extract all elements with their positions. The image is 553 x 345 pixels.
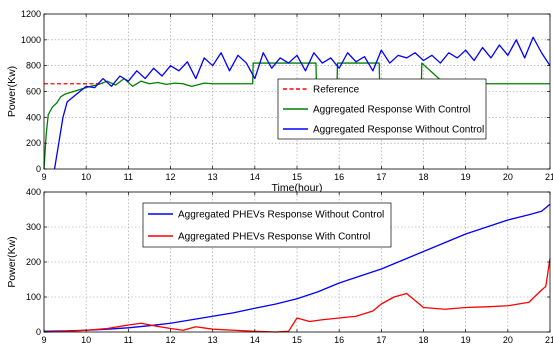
legend-label-0: Aggregated PHEVs Response Without Contro… xyxy=(178,210,384,221)
series-line-1 xyxy=(43,258,551,333)
legend-label-1: Aggregated Response With Control xyxy=(313,105,470,116)
x-tick-label: 17 xyxy=(376,335,386,345)
x-tick-label: 11 xyxy=(124,172,133,182)
y-tick-label: 1200 xyxy=(21,9,41,19)
x-tick-label: 10 xyxy=(81,335,91,345)
legend-label-2: Aggregated Response Without Control xyxy=(313,125,484,136)
x-tick-label: 21 xyxy=(545,172,553,182)
legend-box xyxy=(142,202,392,248)
y-axis-label: Power(Kw) xyxy=(6,66,18,117)
x-tick-label: 13 xyxy=(208,172,218,182)
legend-box xyxy=(277,78,487,140)
series-line-2 xyxy=(53,36,551,170)
x-tick-label: 14 xyxy=(250,335,260,345)
y-tick-label: 0 xyxy=(36,327,41,337)
y-tick-label: 1000 xyxy=(21,35,41,45)
legend-label-0: Reference xyxy=(313,85,360,96)
x-tick-label: 16 xyxy=(334,172,344,182)
y-tick-label: 0 xyxy=(36,164,41,174)
grid xyxy=(44,14,550,169)
x-tick-label: 18 xyxy=(418,335,428,345)
y-tick-label: 100 xyxy=(26,292,41,302)
x-tick-label: 20 xyxy=(503,172,513,182)
chart-top: 9 10 11 12 13 14 15 16 17 18 19 20 21 0 200 400 600 800 10… xyxy=(6,9,553,194)
series-line-0 xyxy=(43,203,551,332)
y-axis-label: Power(Kw) xyxy=(6,236,18,287)
y-tick-label: 200 xyxy=(26,138,41,148)
x-tick-label: 9 xyxy=(41,172,46,182)
y-tick-label: 400 xyxy=(26,187,41,197)
x-tick-label: 9 xyxy=(41,335,46,345)
x-tick-label: 10 xyxy=(81,172,91,182)
y-tick-label: 300 xyxy=(26,222,41,232)
y-tick-label: 200 xyxy=(26,257,41,267)
legend: Reference Aggregated Response With Contro… xyxy=(277,78,487,140)
legend-label-1: Aggregated PHEVs Response With Control xyxy=(178,232,370,243)
x-tick-label: 19 xyxy=(461,172,471,182)
x-tick-label: 21 xyxy=(545,335,553,345)
x-tick-label: 15 xyxy=(292,335,302,345)
legend: Aggregated PHEVs Response Without Contro… xyxy=(142,202,392,248)
x-tick-label: 14 xyxy=(250,172,260,182)
x-tick-label: 12 xyxy=(165,172,175,182)
x-tick-label: 20 xyxy=(503,335,513,345)
x-tick-label: 12 xyxy=(165,335,175,345)
y-tick-label: 600 xyxy=(26,87,41,97)
x-tick-label: 11 xyxy=(124,335,133,345)
x-tick-label: 13 xyxy=(208,335,218,345)
x-axis-label: Time(hour) xyxy=(272,182,323,194)
y-tick-label: 800 xyxy=(26,61,41,71)
x-tick-label: 17 xyxy=(376,172,386,182)
x-tick-label: 19 xyxy=(461,335,471,345)
chart-bottom: 91011121314151617181920210100200300400Ti… xyxy=(6,187,553,345)
x-tick-label: 18 xyxy=(418,172,428,182)
x-tick-label: 16 xyxy=(334,335,344,345)
x-tick-label: 15 xyxy=(292,172,302,182)
y-tick-label: 400 xyxy=(26,112,41,122)
